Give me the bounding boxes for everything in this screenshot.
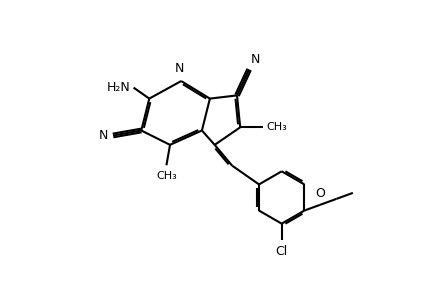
Text: H₂N: H₂N — [107, 81, 130, 94]
Text: N: N — [100, 129, 109, 142]
Text: N: N — [175, 62, 184, 75]
Text: O: O — [315, 187, 325, 200]
Text: N: N — [99, 129, 108, 142]
Text: N: N — [251, 52, 260, 66]
Text: CH₃: CH₃ — [156, 171, 177, 181]
Text: CH₃: CH₃ — [266, 122, 287, 132]
Text: Cl: Cl — [276, 245, 288, 258]
